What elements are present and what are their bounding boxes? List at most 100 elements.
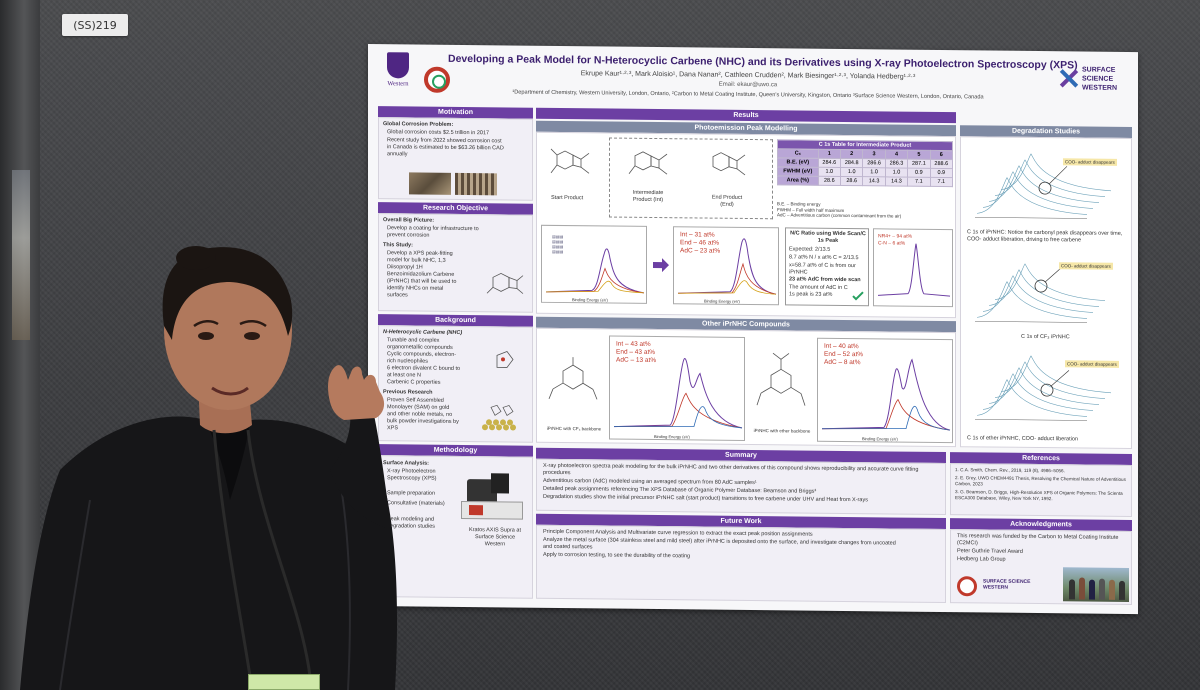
methodology-heading: Surface Analysis: [383,460,429,467]
methodology-line: Sample preparation [387,490,436,497]
waterfall-plot-ether [975,355,1112,421]
waterfall-plot-ipr [975,153,1112,219]
background-heading: N-Heterocyclic Carbene (NHC) [383,329,463,336]
table-cell: 7.1 [907,177,931,187]
methodology-line: Consultative (materials) [387,500,445,507]
reference-item: 3. G. Beamson, D. Briggs, High-Resolutio… [955,489,1123,502]
summary-panel: X-ray photoelectron spectra peak modelin… [536,458,946,516]
table-row: Area (%) 28.6 28.6 14.3 14.3 7.1 7.1 [777,175,953,187]
x-axis-label: Binding Energy (eV) [704,298,740,304]
legend-entry: AdC – 23 at% [680,247,721,255]
table-notes: B.E. – Binding energy FWHM – Full width … [777,201,901,219]
spectrum-curves [677,238,777,295]
table-cell: 1.0 [862,167,886,177]
lab-group-photo [1063,567,1129,602]
table-cell: 287.1 [907,159,931,169]
table-cell: 7.1 [930,177,953,187]
table-header-cell: 2 [840,149,863,159]
background-heading: Previous Research [383,389,433,396]
table-cell: 28.6 [840,176,863,186]
frame-reflection [12,170,30,340]
poster-affiliations: ¹Department of Chemistry, Western Univer… [512,89,984,101]
table-cell: FWHM (eV) [777,166,819,177]
intermediate-molecule-icon [628,151,668,175]
table-cell: 14.3 [885,176,908,187]
table-header-cell: 4 [885,149,908,160]
checkmark-icon [852,291,864,301]
table-header-cell: Cₓ [777,148,819,159]
background-line: Tunable and complex organometallic compo… [387,337,453,351]
xps-instrument-photo [461,471,527,522]
x-axis-label: Binding Energy (eV) [572,297,608,303]
table-cell: 284.6 [818,158,841,168]
other-compounds-panel: iPrNHC with CF₃ backbone Int – 43 at% En… [536,327,956,448]
ipr-nhc-molecule-icon [486,272,524,294]
c2m-logo-icon [424,66,450,93]
plot-legend-block: ▤▤▤ ▤▤▤ ▤▤▤ ▤▤▤ [552,233,564,255]
objective-panel: Overall Big Picture: Develop a coating f… [378,213,533,313]
table-header-cell: 5 [907,150,931,160]
acknowledgment-item: Hedberg Lab Group [957,556,1006,563]
references-panel: 1. C.A. Smith, Chem. Rev., 2019, 119 (8)… [950,463,1132,518]
nc-ratio-box: N/C Ratio using Wide Scan/C 1s Peak Expe… [785,227,869,307]
spectrum-plot-start: ▤▤▤ ▤▤▤ ▤▤▤ ▤▤▤ Binding Energy (eV) [541,224,647,304]
degradation-caption: C 1s of iPrNHC: Notice the carbonyl peak… [967,229,1123,244]
end-product-label: End Product (End) [711,194,743,208]
intermediate-product-label: Intermediate Product (Int) [632,189,664,204]
legend-entry: AdC – 8 at% [824,358,861,367]
table-cell: Area (%) [777,175,819,186]
methodology-panel: Surface Analysis: X-ray Photoelectron Sp… [378,455,533,599]
motivation-panel: Global Corrosion Problem: Global corrosi… [378,117,533,201]
arrow-right-icon [653,258,669,273]
adduct-annotation: COO- adduct disappears [1063,158,1117,166]
table-header-cell: 3 [862,149,886,159]
nc-ratio-line: Expected: 2/13.5 [789,246,831,253]
corrosion-photo [455,172,497,196]
board-frame [0,0,40,690]
spectrum-plot-n1s: NR4+ – 94 at% C-N – 6 at% [873,228,953,308]
nc-ratio-title: N/C Ratio using Wide Scan/C 1s Peak [790,230,866,244]
photoemission-panel: Start Product Intermediate Product (Int)… [536,131,956,319]
spectrum-plot-ether: Int – 40 at% End – 52 at% AdC – 8 at% Bi… [817,337,953,444]
start-product-label: Start Product [551,194,584,202]
acknowledgments-panel: This research was funded by the Carbon t… [950,529,1132,606]
degradation-caption: C 1s of CF₃ iPrNHC [1021,333,1070,341]
instrument-caption: Kratos AXIS Supra at Surface Science Wes… [469,527,521,548]
table-cell: 0.9 [930,168,953,178]
table-cell: 1.0 [840,167,863,177]
ssw-logo: SURFACE SCIENCE WESTERN [1060,65,1134,100]
research-poster: Western Developing a Peak Model for N-He… [368,44,1138,615]
nc-ratio-line: 23 at% AdC from wide scan [789,276,861,284]
background-line: 6 electron divalent C bound to at least … [387,365,461,379]
adduct-annotation: COO- adduct disappears [1065,360,1119,368]
table-cell: B.E. (eV) [777,157,819,168]
western-logo-text: Western [387,80,409,88]
adduct-annotation: COO- adduct disappears [1059,262,1113,270]
spectrum-curves [545,248,645,294]
future-work-panel: Principle Component Analysis and Multiva… [536,524,946,604]
western-logo: Western [376,52,420,100]
objective-line: Develop a coating for infrastructure to … [387,225,479,239]
board-number-tag: (SS)219 [62,14,128,36]
c2m-logo-icon [957,576,977,597]
background-panel: N-Heterocyclic Carbene (NHC) Tunable and… [378,325,533,443]
western-shield-icon [387,52,409,79]
reference-item: 2. E. Grey, UWO CHEM4491 Thesis, Resolvi… [955,475,1126,487]
plot-legend: NR4+ – 94 at% C-N – 6 at% [878,233,912,247]
spectrum-curves [821,358,951,431]
methodology-line: Peak modeling and degradation studies [387,516,436,530]
table-cell: 0.9 [907,168,931,178]
table-cell: 14.3 [862,176,886,186]
spectrum-curves [613,358,743,429]
objective-heading: Overall Big Picture: [383,217,435,224]
spectrum-plot-cf3: Int – 43 at% End – 43 at% AdC – 13 at% B… [609,335,745,441]
waterfall-plot-cf3 [975,263,1106,323]
poster-title: Developing a Peak Model for N-Heterocycl… [448,52,1078,72]
corrosion-photo [409,172,451,195]
degradation-caption: C 1s of ether iPrNHC, COO- adduct libera… [967,435,1078,443]
degradation-panel: COO- adduct disappears C 1s of iPrNHC: N… [960,136,1132,450]
plot-legend: Int – 40 at% End – 52 at% AdC – 8 at% [824,343,863,367]
objective-line: Develop a XPS peak-fitting model for bul… [387,250,457,299]
c1s-table: C 1s Table for Intermediate Product Cₓ 1… [777,139,953,187]
legend-entry: AdC – 13 at% [616,356,657,365]
